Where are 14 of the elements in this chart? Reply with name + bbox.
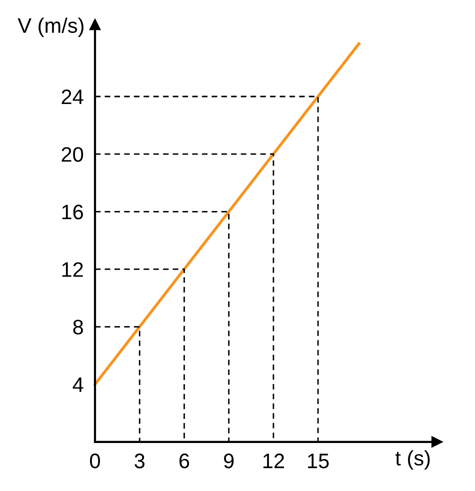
x-tick-label: 3 [134, 454, 144, 468]
x-tick-label: 12 [263, 454, 284, 468]
x-axis-title: t (s) [395, 450, 430, 470]
y-tick-label: 4 [72, 378, 84, 392]
y-tick-label: 20 [62, 147, 84, 162]
y-tick-label: 12 [62, 262, 83, 277]
x-tick-label: 0 [90, 454, 100, 468]
y-tick-label: 16 [62, 204, 83, 220]
y-axis-title: V (m/s) [18, 18, 84, 38]
x-tick-label: 6 [179, 454, 190, 468]
y-tick-label: 8 [73, 320, 83, 335]
y-tick-label: 24 [62, 90, 84, 104]
x-tick-label: 15 [308, 454, 329, 468]
x-tick-label: 9 [224, 454, 234, 468]
